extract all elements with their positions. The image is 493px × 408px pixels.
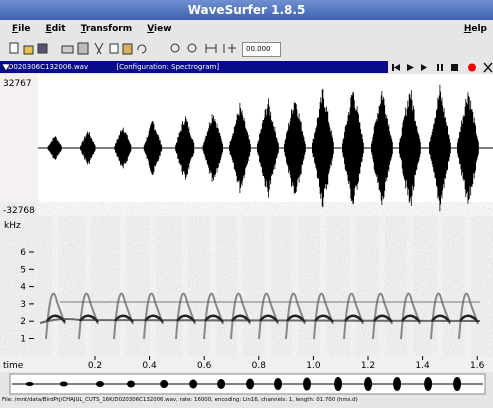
call-band	[379, 216, 385, 356]
zoom-out-icon[interactable]	[188, 44, 196, 52]
overview-burst	[334, 377, 342, 391]
call-band	[120, 216, 126, 356]
copy-icon[interactable]	[110, 44, 118, 53]
overview-burst	[26, 382, 34, 386]
overview-burst	[127, 381, 135, 388]
overview-burst	[217, 379, 225, 389]
menu-item[interactable]: Edit	[46, 20, 66, 38]
call-band	[465, 216, 471, 356]
menu-item[interactable]: Help	[464, 20, 487, 38]
new-icon[interactable]	[10, 43, 18, 53]
frequency-label: 5	[20, 265, 26, 275]
stop-button[interactable]	[451, 64, 458, 71]
record-button[interactable]	[468, 64, 476, 72]
menu-bar: File Edit Transform View Help	[0, 20, 493, 38]
call-band	[437, 216, 443, 356]
open-icon[interactable]	[24, 46, 33, 54]
time-field[interactable]: 00.000	[242, 42, 281, 57]
cut-icon[interactable]	[95, 43, 103, 54]
time-tick-label: 1.2	[361, 361, 375, 371]
app-window: WaveSurfer 1.8.5 File Edit Transform Vie…	[0, 0, 493, 408]
call-band	[320, 216, 326, 356]
frequency-label: 3	[20, 300, 26, 310]
overview-burst	[424, 377, 432, 391]
panes: 32767 -32768 kHz time 6 5 4 3 2 1 0.2 0.4 0.6 0.8…	[0, 74, 493, 396]
call-band	[52, 216, 58, 356]
frequency-label: 2	[20, 317, 26, 327]
time-tick-label: 1.6	[470, 361, 485, 371]
menu-item[interactable]: File	[12, 20, 30, 38]
overview-burst	[393, 377, 401, 391]
print-icon[interactable]	[62, 46, 73, 53]
frequency-label: 4	[20, 283, 26, 293]
call-band	[237, 216, 243, 356]
overview-burst	[189, 380, 197, 389]
properties-icon[interactable]	[78, 43, 88, 54]
time-label: time	[3, 361, 24, 371]
zoom-sel-icon[interactable]	[206, 44, 216, 53]
frequency-label: 6	[20, 248, 26, 258]
call-band	[350, 216, 356, 356]
menu-item[interactable]: View	[147, 20, 171, 38]
waveform-min: -32768	[3, 206, 35, 216]
call-band	[85, 216, 91, 356]
time-tick-label: 1.0	[306, 361, 321, 371]
overview-burst	[303, 378, 311, 391]
waveform-max: 32767	[3, 79, 32, 89]
menu-item[interactable]: Transform	[81, 20, 132, 38]
overview-burst	[60, 382, 68, 387]
call-band	[292, 216, 298, 356]
zoom-all-icon[interactable]	[224, 44, 236, 53]
transport	[0, 61, 493, 74]
status-bar: File: /mnt/data/BirdPrj/CHAJUL_CUTS_16K/…	[2, 397, 358, 403]
overview-burst	[160, 380, 168, 388]
paste-icon[interactable]	[123, 44, 132, 54]
spectrogram-unit: kHz	[4, 221, 21, 231]
window-title: WaveSurfer 1.8.5	[188, 3, 306, 17]
save-icon[interactable]	[38, 44, 47, 53]
undo-icon[interactable]	[138, 45, 146, 53]
call-band	[210, 216, 216, 356]
zoom-in-icon[interactable]	[171, 44, 179, 52]
time-tick-label: 0.8	[252, 361, 267, 371]
call-band	[182, 216, 188, 356]
frequency-label: 1	[20, 335, 26, 345]
time-tick-label: 0.6	[197, 361, 212, 371]
time-tick-label: 0.4	[142, 361, 157, 371]
time-tick-label: 1.4	[415, 361, 430, 371]
overview-burst	[453, 377, 461, 391]
call-band	[150, 216, 156, 356]
overview-burst	[96, 381, 104, 387]
call-band	[407, 216, 413, 356]
title-bar: WaveSurfer 1.8.5	[0, 0, 493, 20]
overview-burst	[364, 377, 372, 391]
overview-burst	[246, 379, 254, 390]
call-band	[265, 216, 271, 356]
overview-burst	[274, 378, 282, 390]
time-tick-label: 0.2	[88, 361, 102, 371]
